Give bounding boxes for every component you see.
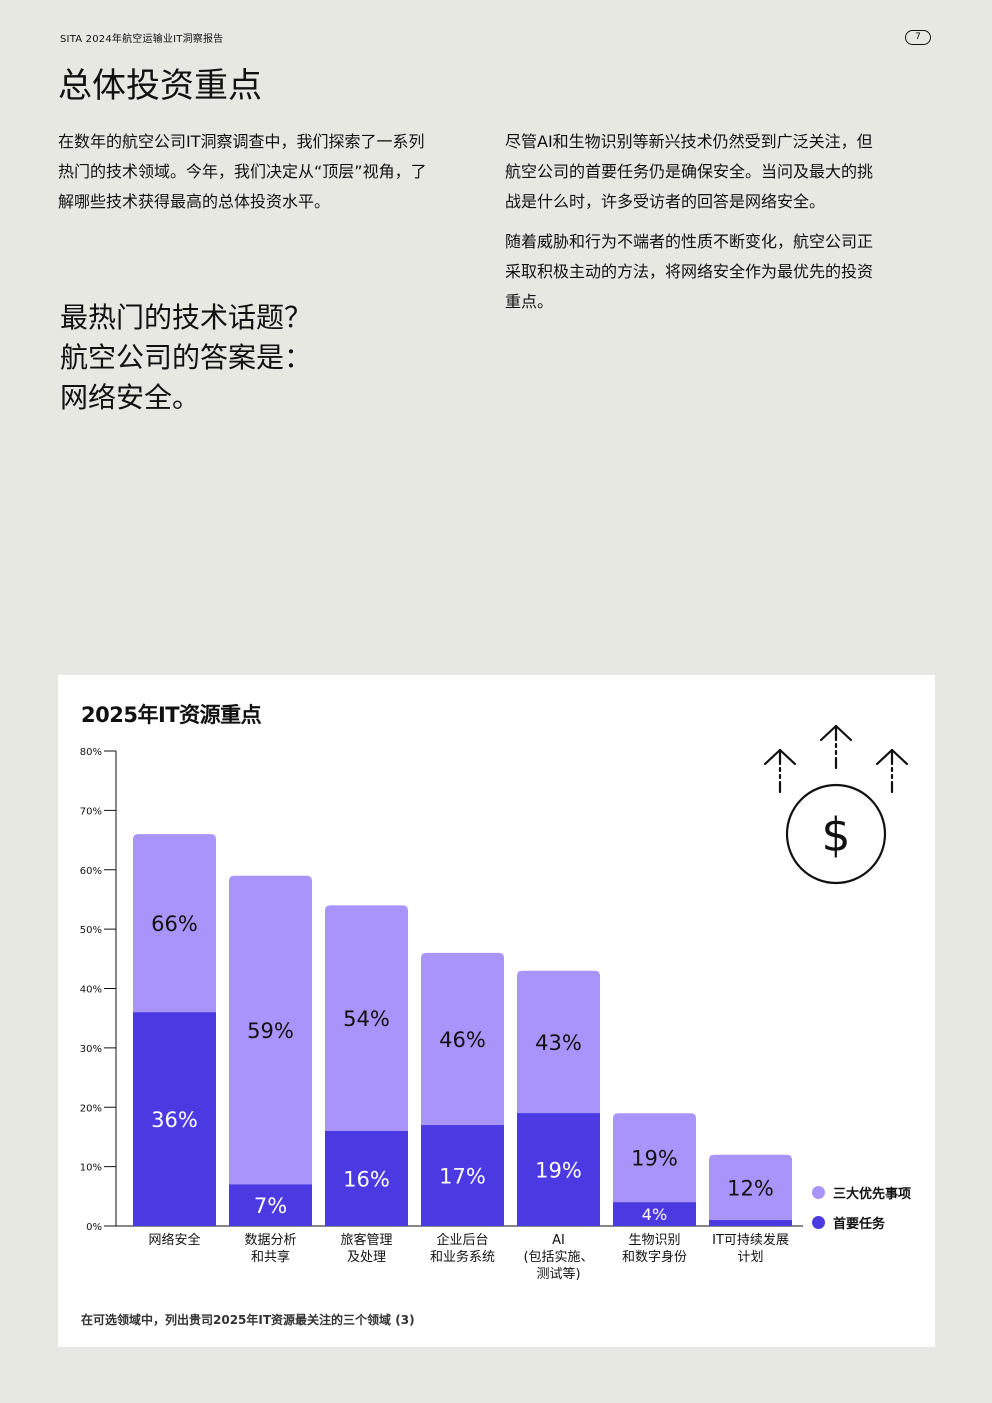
data-label-top3: 59%	[247, 1019, 294, 1043]
callout-quote: 最热门的技术话题？ 航空公司的答案是： 网络安全。	[60, 298, 360, 418]
data-label-primary: 19%	[535, 1159, 582, 1183]
x-category-label: 测试等)	[536, 1266, 580, 1282]
intro-paragraph: 在数年的航空公司IT洞察调查中，我们探索了一系列热门的技术领域。今年，我们决定从…	[58, 132, 427, 211]
bar-top3	[709, 1154, 792, 1226]
x-category-label: 和共享	[251, 1249, 290, 1265]
right-column: 尽管AI和生物识别等新兴技术仍然受到广泛关注，但航空公司的首要任务仍是确保安全。…	[505, 127, 877, 327]
data-label-top3: 46%	[439, 1028, 486, 1052]
x-category-label: 网络安全	[148, 1232, 200, 1248]
right-paragraph-2: 随着威胁和行为不端者的性质不断变化，航空公司正采取积极主动的方法，将网络安全作为…	[505, 232, 874, 311]
page-title: 总体投资重点	[58, 66, 262, 106]
left-column: 在数年的航空公司IT洞察调查中，我们探索了一系列热门的技术领域。今年，我们决定从…	[58, 127, 433, 227]
y-tick-label: 50%	[80, 925, 102, 936]
svg-text:$: $	[821, 808, 850, 862]
page-number-badge: 7	[905, 30, 931, 45]
y-tick-label: 30%	[80, 1044, 102, 1055]
dollar-circle-with-up-arrows-icon: $	[763, 724, 909, 885]
data-label-top3: 19%	[631, 1147, 678, 1171]
chart-svg: 0% 10% 20% 30% 40% 50% 60% 70% 80% 66% 36% 网络安全 59% 7…	[80, 747, 803, 1282]
y-tick-label: 70%	[80, 806, 102, 817]
legend-item-primary: 首要任务	[812, 1207, 911, 1237]
bar-primary	[421, 1125, 504, 1226]
chart-title: 2025年IT资源重点	[81, 703, 262, 727]
x-category-label: 和业务系统	[430, 1249, 495, 1265]
right-paragraph-1: 尽管AI和生物识别等新兴技术仍然受到广泛关注，但航空公司的首要任务仍是确保安全。…	[505, 132, 874, 211]
callout-line-2: 航空公司的答案是：	[60, 341, 313, 374]
legend-label-top3: 三大优先事项	[833, 1186, 912, 1202]
x-category-label: 计划	[737, 1250, 763, 1265]
data-label-top3: 43%	[535, 1031, 582, 1055]
data-label-top3: 66%	[151, 912, 198, 936]
data-label-primary: 36%	[151, 1108, 198, 1132]
y-tick-label: 40%	[80, 985, 102, 996]
callout-line-1: 最热门的技术话题？	[60, 301, 313, 334]
bar-primary	[613, 1202, 696, 1226]
x-category-label: AI	[552, 1233, 565, 1248]
y-tick-label: 60%	[80, 866, 102, 877]
data-label-primary: 17%	[439, 1165, 486, 1189]
bar-top3	[613, 1113, 696, 1226]
data-label-primary: 7%	[254, 1194, 287, 1218]
bar-primary	[325, 1131, 408, 1226]
x-category-label: 数据分析	[244, 1233, 296, 1248]
bar-primary	[517, 1113, 600, 1226]
y-tick-label: 10%	[80, 1163, 102, 1174]
x-category-label: 生物识别	[628, 1233, 680, 1248]
legend-swatch-primary	[812, 1215, 825, 1229]
chart-legend: 三大优先事项 首要任务	[812, 1177, 911, 1237]
x-category-label: 旅客管理	[340, 1232, 392, 1248]
legend-item-top3: 三大优先事项	[812, 1177, 911, 1207]
x-category-label: 和数字身份	[622, 1249, 687, 1265]
data-label-top3: 12%	[727, 1176, 774, 1200]
y-tick-label: 20%	[80, 1103, 102, 1114]
bar-primary	[133, 1012, 216, 1226]
y-tick-label: 0%	[86, 1222, 102, 1233]
chart-card: 2025年IT资源重点 0% 10% 20% 30% 40% 50% 60% 70% 80% 66…	[58, 675, 935, 1347]
callout-line-3: 网络安全。	[60, 381, 201, 414]
data-label-primary: 16%	[343, 1168, 390, 1192]
data-label-top3: 54%	[343, 1007, 390, 1031]
data-label-primary: 4%	[642, 1205, 667, 1224]
y-tick-label: 80%	[80, 747, 102, 758]
legend-label-primary: 首要任务	[833, 1216, 886, 1232]
x-category-label: (包括实施、	[523, 1250, 593, 1265]
bar-primary	[709, 1220, 792, 1226]
bar-top3	[229, 875, 312, 1226]
chart-footnote: 在可选领域中，列出贵司2025年IT资源最关注的三个领域 (3)	[81, 1313, 415, 1327]
legend-swatch-top3	[812, 1185, 825, 1199]
report-header-title: SITA 2024年航空运输业IT洞察报告	[60, 34, 224, 45]
bar-primary	[229, 1184, 312, 1226]
x-category-label: 企业后台	[436, 1232, 488, 1248]
x-category-label: IT可持续发展	[712, 1232, 789, 1248]
x-category-label: 及处理	[347, 1250, 386, 1265]
